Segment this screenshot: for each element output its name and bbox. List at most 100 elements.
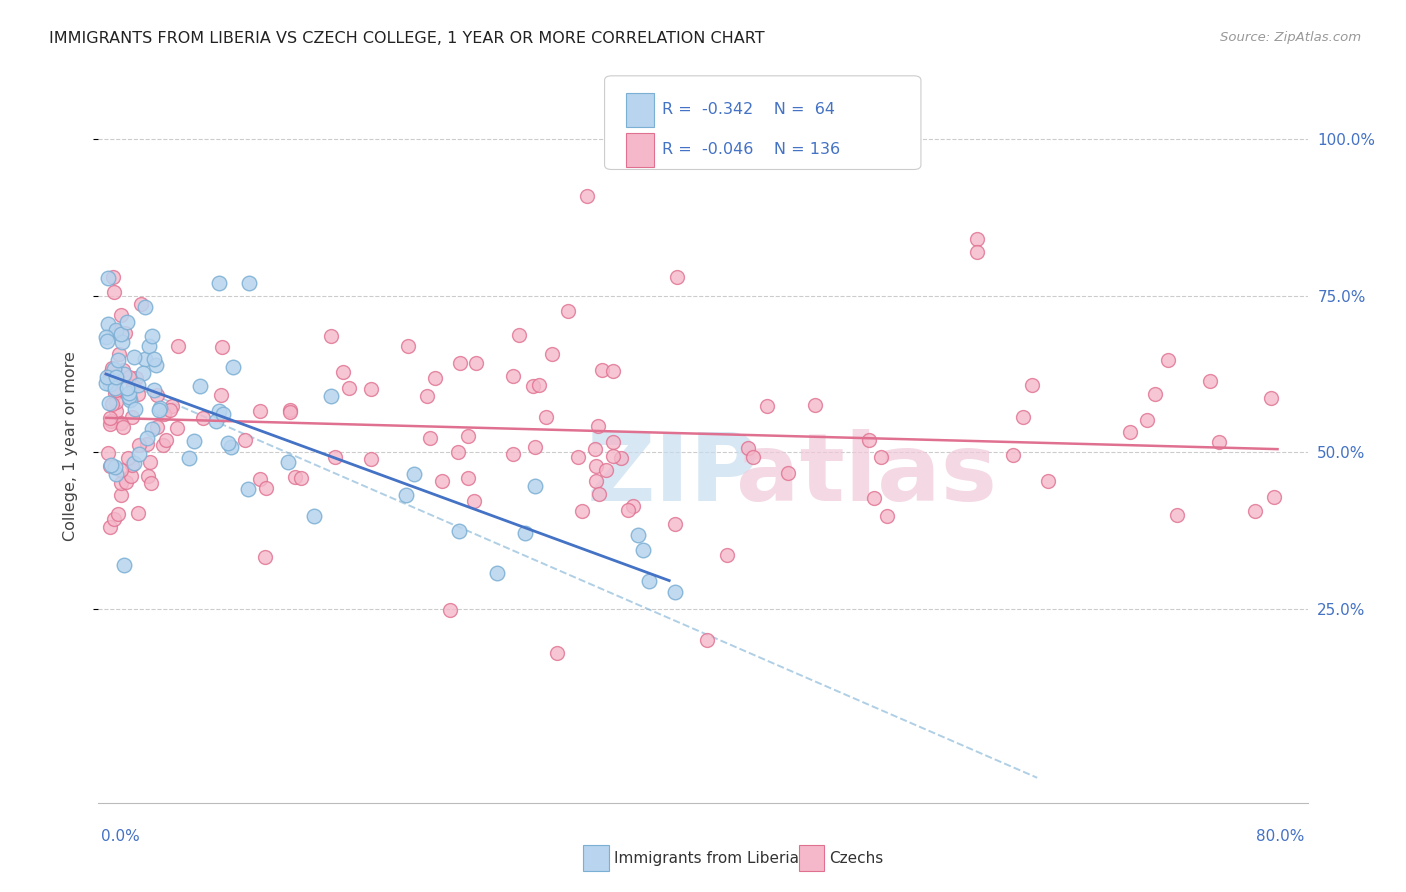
Point xyxy=(447,524,470,538)
Point xyxy=(105,404,128,418)
Point xyxy=(439,603,461,617)
Point xyxy=(602,449,624,463)
Point xyxy=(127,377,149,392)
Point xyxy=(127,506,149,520)
Point xyxy=(211,407,233,421)
Point xyxy=(100,368,122,382)
Point xyxy=(571,503,593,517)
Point xyxy=(111,334,134,349)
Y-axis label: College, 1 year or more: College, 1 year or more xyxy=(63,351,77,541)
Point xyxy=(110,326,132,341)
Point xyxy=(1001,448,1024,462)
Point xyxy=(966,232,988,246)
Point xyxy=(146,388,169,402)
Point xyxy=(205,414,228,428)
Point xyxy=(585,459,607,474)
Point xyxy=(120,469,142,483)
Point xyxy=(153,407,176,421)
Point xyxy=(118,390,141,404)
Point xyxy=(419,431,441,445)
Point xyxy=(302,508,325,523)
Point xyxy=(136,468,159,483)
Point xyxy=(221,359,243,374)
Point xyxy=(134,300,156,314)
Point xyxy=(423,370,446,384)
Point xyxy=(135,431,157,445)
Point xyxy=(98,373,121,387)
Point xyxy=(541,347,564,361)
Point xyxy=(209,388,232,402)
Point xyxy=(131,367,153,381)
Point xyxy=(465,356,488,370)
Point xyxy=(104,386,127,401)
Point xyxy=(188,379,211,393)
Point xyxy=(536,409,558,424)
Point xyxy=(337,381,360,395)
Point xyxy=(870,450,893,465)
Point xyxy=(107,507,129,521)
Point xyxy=(107,352,129,367)
Point xyxy=(332,365,354,379)
Point xyxy=(121,458,143,472)
Text: R =  -0.046    N = 136: R = -0.046 N = 136 xyxy=(662,142,841,157)
Point xyxy=(129,297,152,311)
Point xyxy=(319,328,342,343)
Point xyxy=(742,450,765,464)
Point xyxy=(575,188,598,202)
Point xyxy=(447,445,470,459)
Point xyxy=(112,558,135,572)
Point xyxy=(104,324,127,338)
Point xyxy=(112,363,135,377)
Point xyxy=(1144,387,1167,401)
Text: Immigrants from Liberia: Immigrants from Liberia xyxy=(614,851,800,865)
Point xyxy=(449,356,471,370)
Point xyxy=(254,549,277,564)
Point xyxy=(104,459,127,474)
Point xyxy=(585,474,607,488)
Point xyxy=(524,440,547,454)
Point xyxy=(696,633,718,648)
Point xyxy=(105,467,128,481)
Point xyxy=(207,277,229,291)
Point xyxy=(1198,374,1220,388)
Point xyxy=(115,315,138,329)
Point xyxy=(155,434,177,448)
Point xyxy=(595,463,617,477)
Point xyxy=(664,517,686,532)
Point xyxy=(183,434,205,449)
Point xyxy=(716,548,738,562)
Text: 80.0%: 80.0% xyxy=(1257,830,1305,844)
Point xyxy=(776,467,799,481)
Point xyxy=(627,527,650,541)
Point xyxy=(142,352,165,367)
Point xyxy=(98,411,121,425)
Point xyxy=(602,434,624,449)
Point xyxy=(148,402,170,417)
Text: ZIP: ZIP xyxy=(586,428,759,521)
Point xyxy=(755,399,778,413)
Point xyxy=(100,414,122,428)
Point xyxy=(115,380,138,394)
Point xyxy=(208,404,231,418)
Point xyxy=(457,471,479,485)
Point xyxy=(110,416,132,430)
Point xyxy=(254,481,277,495)
Point xyxy=(233,434,256,448)
Point xyxy=(112,419,135,434)
Point xyxy=(249,403,271,417)
Point xyxy=(1021,378,1043,392)
Point xyxy=(513,525,536,540)
Point xyxy=(803,399,825,413)
Point xyxy=(108,347,131,361)
Point xyxy=(602,364,624,378)
Point xyxy=(863,491,886,505)
Point xyxy=(124,457,146,471)
Point xyxy=(97,271,120,285)
Point xyxy=(128,438,150,452)
Point xyxy=(217,436,239,450)
Point xyxy=(1208,435,1230,450)
Point xyxy=(1166,508,1188,523)
Point xyxy=(219,440,242,454)
Point xyxy=(104,395,127,409)
Point xyxy=(966,244,988,259)
